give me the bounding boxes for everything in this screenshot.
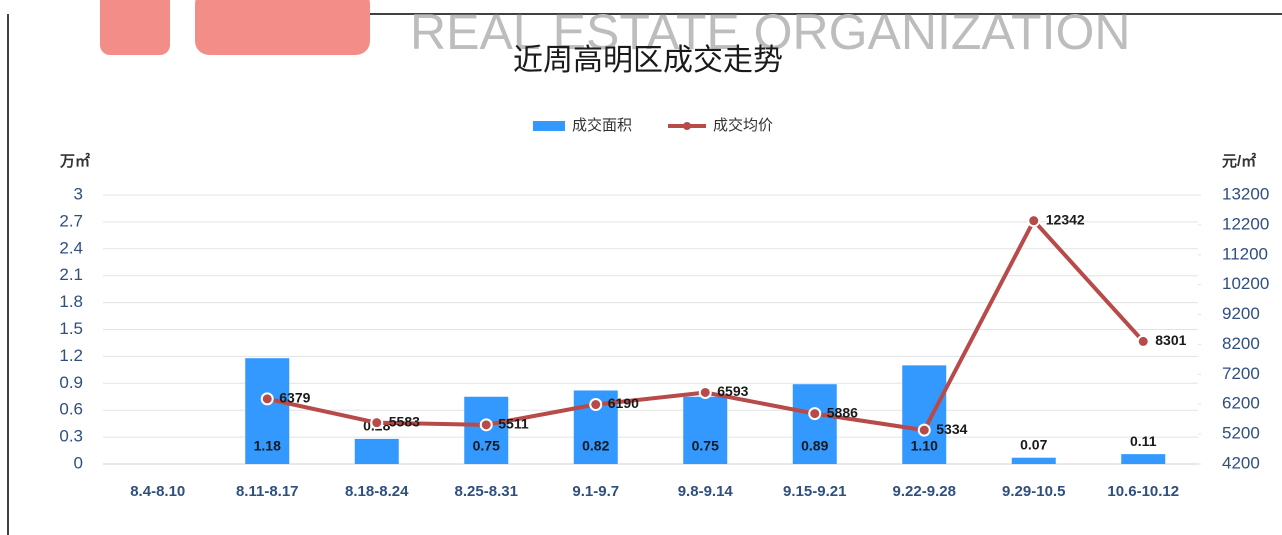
line-point (370, 416, 384, 430)
y2-tick-label: 9200 (1222, 304, 1260, 323)
logo-block (195, 0, 370, 55)
bar-value-label: 0.07 (1020, 436, 1047, 452)
bar (902, 365, 947, 464)
line-value-label: 6593 (717, 383, 748, 399)
line-point (698, 385, 712, 399)
line-value-label: 6379 (279, 390, 310, 406)
x-tick-label: 8.4-8.10 (130, 483, 185, 500)
line-point (589, 398, 603, 412)
line-point (1027, 214, 1041, 228)
line-value-label: 8301 (1155, 332, 1186, 348)
line-value-label: 6190 (608, 395, 639, 411)
line-value-label: 5886 (827, 404, 858, 420)
y2-tick-label: 5200 (1222, 424, 1260, 443)
y-tick-label: 2.4 (59, 238, 83, 257)
x-tick-label: 9.15-9.21 (783, 483, 846, 500)
y2-tick-label: 7200 (1222, 364, 1260, 383)
bar (792, 384, 837, 464)
y-tick-label: 2.1 (59, 265, 83, 284)
legend-label: 成交均价 (713, 116, 773, 134)
line-point (479, 418, 493, 432)
line-point (917, 423, 931, 437)
y2-tick-label: 6200 (1222, 394, 1260, 413)
y-tick-label: 0 (74, 453, 83, 472)
y2-tick-label: 13200 (1222, 184, 1269, 203)
chart-title: 近周高明区成交走势 (513, 44, 783, 77)
y-tick-label: 3 (74, 184, 83, 203)
legend-label: 成交面积 (572, 116, 632, 134)
y-tick-label: 2.7 (59, 211, 83, 230)
x-tick-label: 9.8-9.14 (678, 483, 734, 500)
bar (354, 438, 399, 464)
line-value-label: 5511 (498, 416, 529, 432)
bar-value-label: 0.75 (692, 438, 719, 454)
logo-block (100, 0, 170, 55)
legend-swatch (533, 121, 565, 131)
bar (683, 396, 728, 464)
y2-tick-label: 8200 (1222, 334, 1260, 353)
bar (1011, 457, 1056, 464)
bar (1121, 454, 1166, 464)
y-tick-label: 0.6 (59, 400, 83, 419)
bar-value-label: 0.89 (801, 438, 828, 454)
y2-axis-label: 元/㎡ (1222, 152, 1256, 170)
x-tick-label: 9.1-9.7 (572, 483, 619, 500)
line-point (808, 407, 822, 421)
watermark: REAL ESTATE ORGANIZATION (410, 4, 1130, 60)
bar-value-label: 1.18 (254, 438, 281, 454)
x-tick-label: 8.25-8.31 (455, 483, 518, 500)
line-point (1136, 334, 1150, 348)
x-tick-label: 9.22-9.28 (893, 483, 956, 500)
bar-value-label: 1.10 (911, 438, 938, 454)
bar-value-label: 0.82 (582, 438, 609, 454)
y2-tick-label: 4200 (1222, 453, 1260, 472)
line-value-label: 12342 (1046, 211, 1085, 227)
y2-tick-label: 12200 (1222, 214, 1269, 233)
y-tick-label: 0.3 (59, 427, 83, 446)
y-tick-label: 1.5 (59, 319, 83, 338)
y-tick-label: 0.9 (59, 373, 83, 392)
line-value-label: 5334 (936, 421, 967, 437)
bar-value-label: 0.11 (1130, 433, 1157, 449)
x-tick-label: 9.29-10.5 (1002, 483, 1065, 500)
bar-value-label: 0.75 (473, 438, 500, 454)
bar (245, 358, 290, 464)
x-tick-label: 10.6-10.12 (1107, 483, 1179, 500)
x-tick-label: 8.18-8.24 (345, 483, 409, 500)
y-axis-label: 万㎡ (59, 152, 90, 170)
y2-tick-label: 10200 (1222, 274, 1269, 293)
y-tick-label: 1.8 (59, 292, 83, 311)
y2-tick-label: 11200 (1222, 244, 1268, 263)
y-tick-label: 1.2 (59, 346, 83, 365)
legend-swatch (683, 122, 691, 130)
x-tick-label: 8.11-8.17 (236, 483, 299, 500)
line-value-label: 5583 (389, 413, 420, 429)
line-point (260, 392, 274, 406)
